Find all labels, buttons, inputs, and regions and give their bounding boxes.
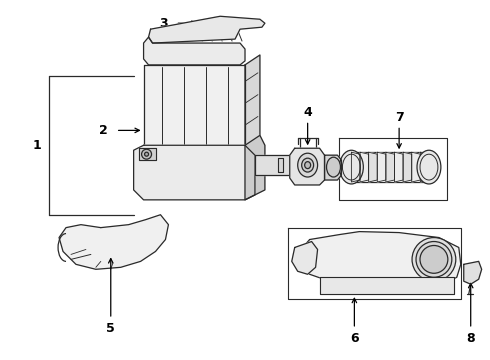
Text: 5: 5 [106,322,115,336]
Text: 3: 3 [159,17,168,30]
Polygon shape [245,55,260,170]
Polygon shape [464,261,482,284]
Ellipse shape [298,153,318,177]
Polygon shape [144,65,245,170]
Ellipse shape [305,162,311,168]
Ellipse shape [417,150,441,184]
Polygon shape [360,152,368,182]
Polygon shape [278,158,283,172]
Text: 6: 6 [350,332,359,345]
Polygon shape [386,152,394,182]
Polygon shape [144,37,245,65]
Text: 8: 8 [466,332,475,345]
Polygon shape [139,148,155,160]
Polygon shape [319,277,454,294]
Polygon shape [403,152,412,182]
Ellipse shape [416,242,452,277]
Text: 1: 1 [33,139,42,152]
Ellipse shape [145,152,148,156]
Polygon shape [255,155,294,175]
Polygon shape [394,152,403,182]
Ellipse shape [420,246,448,273]
Polygon shape [292,242,318,274]
Text: 7: 7 [395,111,403,124]
Ellipse shape [340,150,363,184]
Ellipse shape [412,238,456,281]
Polygon shape [324,155,342,180]
Ellipse shape [326,157,341,177]
Polygon shape [148,16,265,43]
Polygon shape [351,152,360,182]
Polygon shape [134,145,255,200]
Text: 4: 4 [303,106,312,119]
Polygon shape [368,152,377,182]
Polygon shape [290,148,324,185]
Polygon shape [300,231,461,287]
Polygon shape [412,152,420,182]
Polygon shape [59,215,169,269]
Polygon shape [377,152,386,182]
Text: 2: 2 [99,124,108,137]
Ellipse shape [142,149,151,159]
Ellipse shape [302,158,314,172]
Polygon shape [245,135,265,200]
Polygon shape [420,152,429,182]
